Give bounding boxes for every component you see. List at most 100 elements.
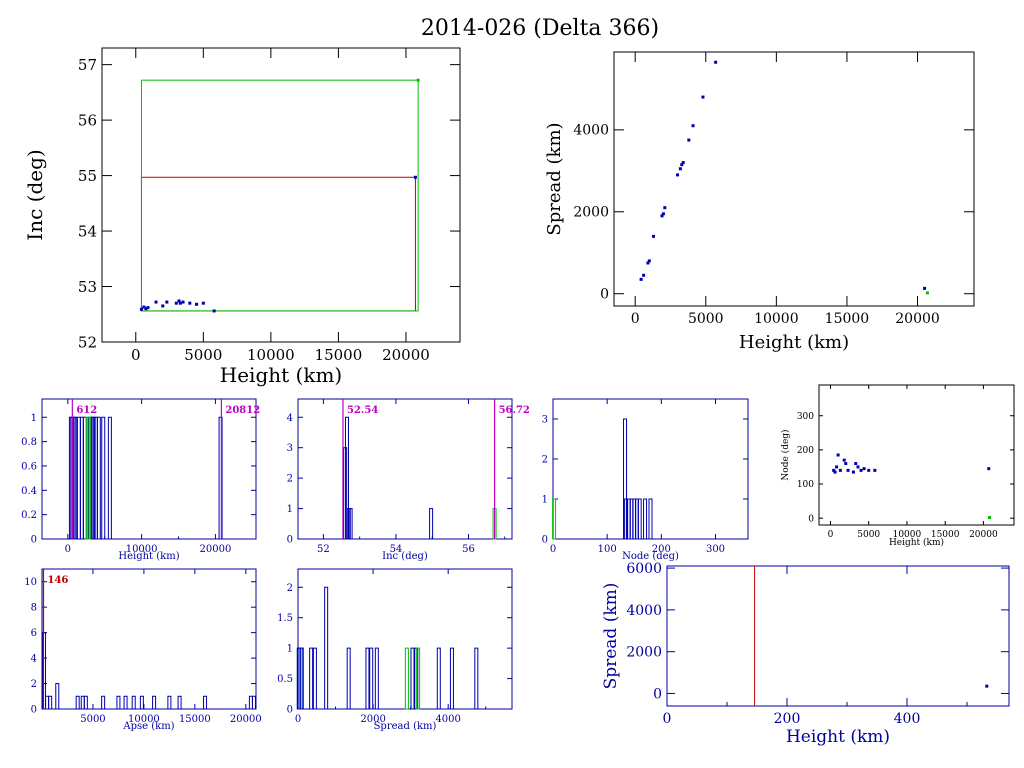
data-point [680, 163, 684, 167]
histogram-bar [101, 416, 106, 540]
y-tick-label: 0 [653, 686, 662, 702]
data-point [701, 95, 705, 99]
x-tick-label: 0 [550, 544, 556, 555]
y-tick-label: 3 [287, 443, 293, 454]
histogram-bar [167, 695, 172, 710]
y-tick-label: 4 [287, 413, 293, 424]
x-tick-label: 200 [652, 544, 671, 555]
hist-inc-panel: 52 54 56 0 1 2 3 4 Inc (deg) 52.54 56.72 [287, 398, 530, 562]
data-point [416, 78, 420, 82]
y-tick-label: 0 [808, 514, 814, 524]
data-point [846, 468, 850, 472]
data-point [987, 467, 991, 471]
data-point [714, 60, 718, 64]
x-tick-label: 4000 [435, 714, 460, 725]
x-tick-label: 10000 [754, 311, 799, 327]
marker-label: 146 [47, 575, 68, 586]
y-tick-label: 1 [31, 413, 37, 424]
histogram-bar [218, 416, 223, 540]
data-point [142, 305, 146, 309]
x-axis-label: Apse (km) [122, 721, 174, 732]
y-tick-label: 10 [24, 577, 37, 588]
plot-frame [41, 568, 257, 710]
histogram-bar [474, 647, 479, 710]
x-tick-label: 100 [598, 544, 617, 555]
y-tick-label: 1 [542, 495, 548, 506]
histogram-bar [116, 695, 121, 710]
histogram-bar [429, 508, 434, 540]
plot-frame [666, 565, 1010, 707]
y-tick-label: 6000 [626, 561, 662, 577]
histogram-bar [404, 647, 409, 710]
data-point [681, 161, 685, 165]
data-point [678, 167, 682, 171]
y-tick-label: 2 [542, 455, 548, 466]
x-axis-label: Inc (deg) [382, 551, 428, 562]
data-point [139, 307, 143, 311]
data-point [188, 301, 192, 305]
histogram-bar [101, 695, 106, 710]
inc-vs-height-panel: 0 5000 10000 15000 20000 52 53 54 55 56 57 Height (… [23, 47, 461, 387]
y-tick-label: 2000 [626, 645, 662, 661]
histogram-bar [83, 695, 88, 710]
data-point [842, 458, 846, 462]
y-tick-label: 0 [287, 705, 293, 716]
y-tick-label: 1 [287, 504, 293, 515]
y-tick-label: 0 [31, 705, 37, 716]
data-point [413, 175, 417, 179]
data-point [832, 468, 836, 472]
data-point [676, 173, 680, 177]
x-tick-label: 0 [828, 530, 834, 540]
y-tick-label: 4000 [626, 603, 662, 619]
y-tick-label: 0.2 [21, 510, 37, 521]
x-axis-label: Spread (km) [374, 721, 437, 732]
data-point [212, 309, 216, 313]
histogram-bar [643, 498, 648, 540]
data-point [856, 465, 860, 469]
histogram-bar [365, 647, 370, 710]
data-point [165, 300, 169, 304]
data-point [925, 291, 929, 295]
data-point [862, 467, 866, 471]
x-axis-label: Height (km) [889, 537, 944, 548]
y-tick-label: 300 [797, 412, 814, 422]
x-tick-label: 0 [631, 311, 640, 327]
histogram-bar [637, 498, 642, 540]
data-point [838, 468, 842, 472]
plot-frame [552, 398, 749, 540]
histogram-bar [324, 586, 329, 710]
histogram-bar [203, 695, 208, 710]
histogram-bar [152, 695, 157, 710]
x-tick-label: 20000 [895, 311, 940, 327]
data-point [146, 306, 150, 310]
data-point [985, 684, 989, 688]
y-tick-label: 1.5 [277, 613, 293, 624]
y-tick-label: 55 [78, 167, 97, 185]
y-axis-label: Inc (deg) [23, 149, 47, 240]
x-tick-label: 5000 [80, 714, 105, 725]
x-tick-label: 54 [390, 544, 403, 555]
data-point [844, 462, 848, 466]
data-point [854, 462, 858, 466]
x-tick-label: 10000 [247, 346, 295, 364]
data-point [867, 468, 871, 472]
data-point [639, 277, 643, 281]
y-tick-label: 3 [542, 415, 548, 426]
x-tick-label: 10000 [893, 530, 922, 540]
histogram-bar [552, 498, 557, 540]
histogram-bar [131, 695, 136, 710]
plot-frame [41, 398, 257, 540]
data-point [691, 124, 695, 128]
x-axis-label: Node (deg) [622, 551, 679, 562]
x-axis-label: Height (km) [739, 332, 849, 353]
histogram-bar [107, 416, 112, 540]
histogram-bar [177, 695, 182, 710]
histogram-bar [87, 416, 92, 540]
y-tick-label: 2 [287, 474, 293, 485]
y-tick-label: 0 [287, 535, 293, 546]
histogram-bar [348, 508, 353, 540]
histogram-bar [251, 695, 256, 710]
x-tick-label: 200 [774, 711, 801, 727]
y-tick-label: 4000 [573, 123, 609, 139]
